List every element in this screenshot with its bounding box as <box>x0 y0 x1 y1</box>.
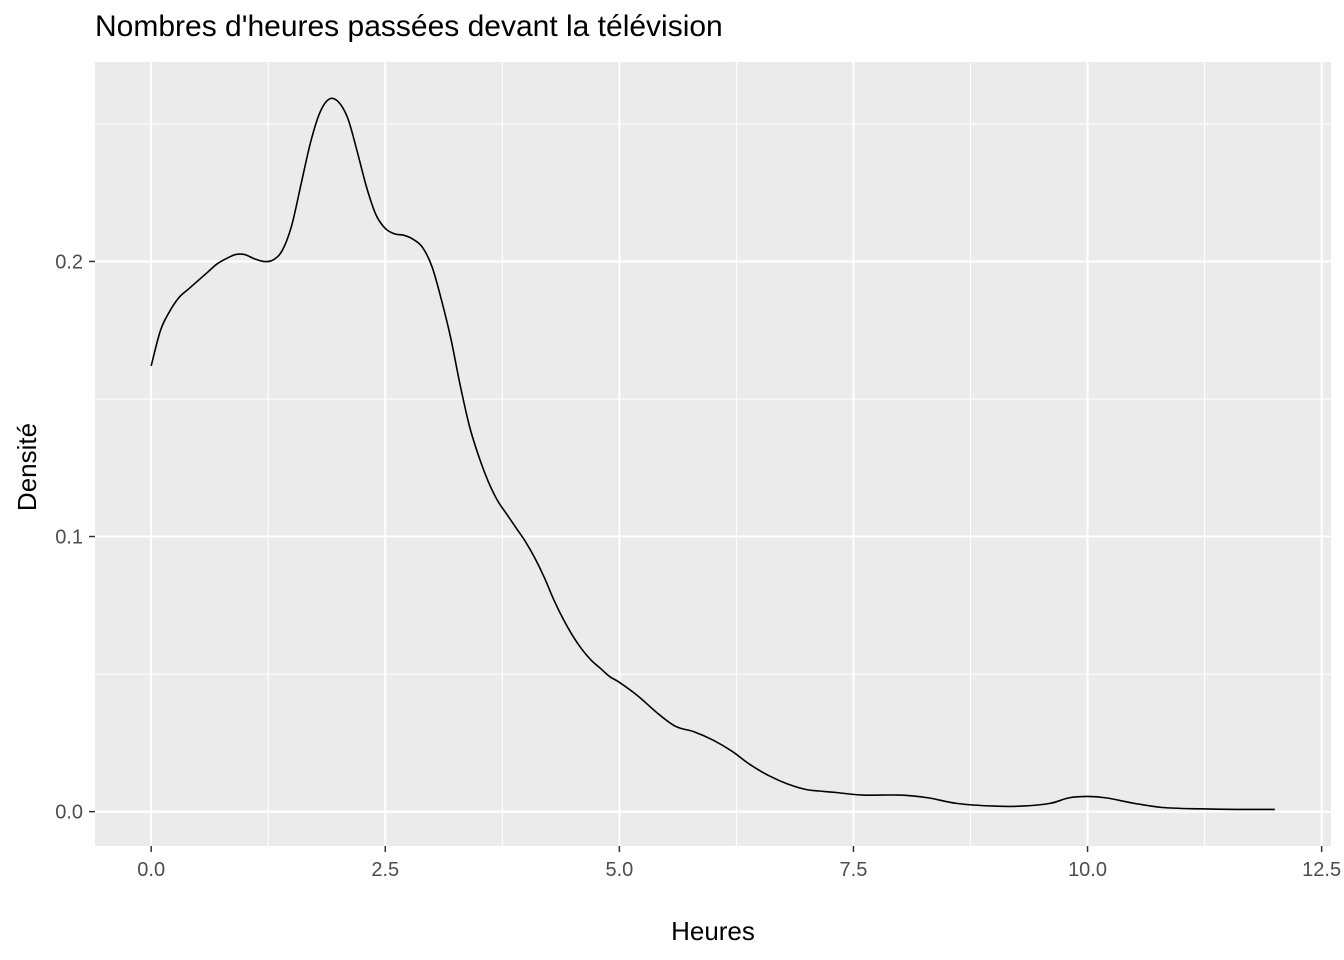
series-layer <box>150 97 1275 811</box>
plot-panel <box>95 62 1331 846</box>
minor-grid <box>95 62 1331 846</box>
y-tick-label: 0.2 <box>55 251 83 273</box>
y-tick-label: 0.0 <box>55 802 83 824</box>
x-axis-title: Heures <box>671 916 755 946</box>
chart-title: Nombres d'heures passées devant la télév… <box>95 10 723 43</box>
y-axis: 0.0 0.1 0.2 <box>55 251 95 824</box>
x-axis: 0.0 2.5 5.0 7.5 10.0 12.5 <box>137 846 1341 881</box>
density-line <box>150 97 1275 811</box>
x-tick-label: 2.5 <box>371 859 399 881</box>
x-tick-label: 7.5 <box>840 859 868 881</box>
x-tick-label: 5.0 <box>605 859 633 881</box>
y-tick-label: 0.1 <box>55 527 83 549</box>
y-axis-title: Densité <box>12 423 42 511</box>
x-tick-label: 12.5 <box>1302 859 1341 881</box>
x-tick-label: 10.0 <box>1068 859 1107 881</box>
x-tick-label: 0.0 <box>137 859 165 881</box>
major-grid <box>95 62 1331 846</box>
